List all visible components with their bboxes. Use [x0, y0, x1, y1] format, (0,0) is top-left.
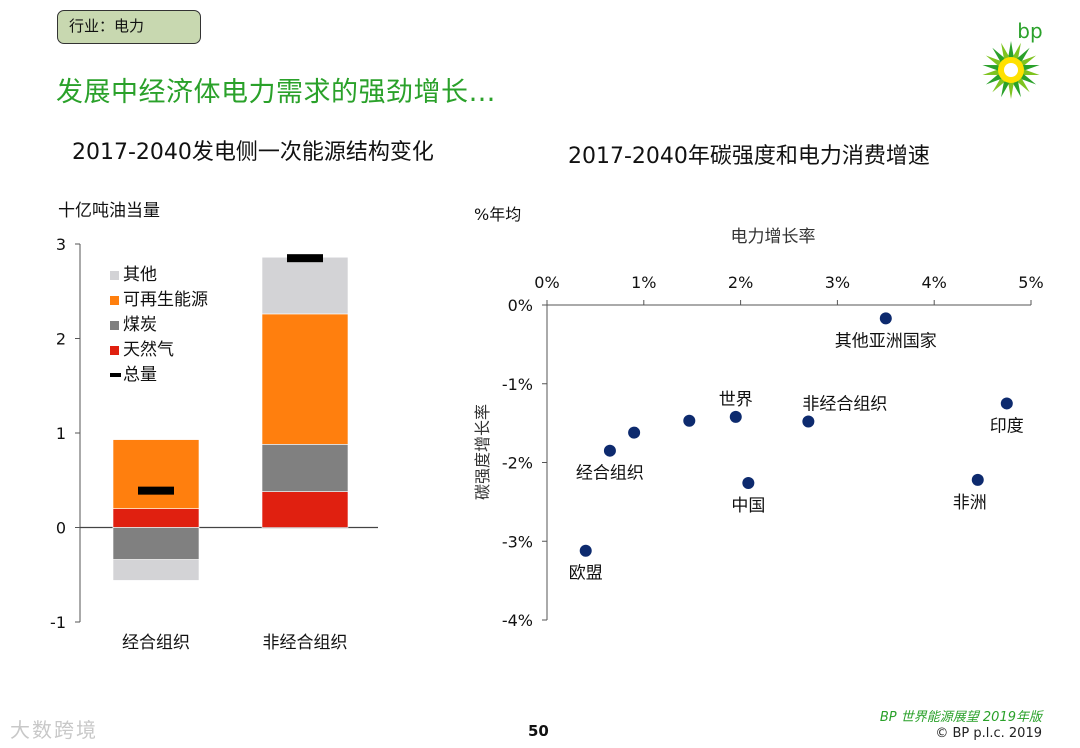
- scatter-point: [802, 415, 815, 428]
- page-number: 50: [528, 722, 549, 740]
- bar-segment-other: [261, 256, 349, 315]
- legend-label: 煤炭: [123, 315, 157, 335]
- scatter-point-label: 经合组织: [576, 464, 644, 484]
- bar-y-tick-label: 0: [56, 519, 66, 538]
- scatter-y-tick-label: -2%: [502, 454, 533, 473]
- scatter-chart-title: 2017-2040年碳强度和电力消费增速: [568, 144, 930, 169]
- bar-y-tick-label: 2: [56, 330, 66, 349]
- scatter-point-label: 中国: [731, 496, 765, 516]
- bar-y-tick-label: -1: [50, 613, 66, 632]
- scatter-point: [628, 426, 641, 439]
- logo-text: bp: [1017, 19, 1042, 43]
- scatter-x-tick-label: 1%: [631, 273, 656, 292]
- scatter-point-label: 非经合组织: [802, 395, 887, 415]
- scatter-point-label: 其他亚洲国家: [835, 331, 937, 351]
- scatter-y-tick-label: -3%: [502, 532, 533, 551]
- bar-segment-coal: [261, 444, 349, 492]
- bar-segment-renewables: [112, 439, 200, 509]
- legend-swatch-other: [110, 271, 119, 280]
- bar-segment-gas: [261, 491, 349, 528]
- legend-swatch-total: [110, 373, 121, 377]
- bar-total-marker: [287, 254, 323, 263]
- bar-ylabel: 十亿吨油当量: [58, 201, 160, 221]
- scatter-point: [603, 444, 616, 457]
- scatter-x-tick-label: 2%: [728, 273, 753, 292]
- industry-tag: 行业：电力: [57, 10, 201, 44]
- scatter-point: [1000, 397, 1013, 410]
- scatter-y-tick-label: -1%: [502, 375, 533, 394]
- source-note: BP 世界能源展望 2019年版: [879, 710, 1042, 725]
- scatter-point-label: 世界: [719, 390, 753, 410]
- scatter-x-tick-label: 0%: [534, 273, 559, 292]
- scatter-point: [729, 410, 742, 423]
- bar-segment-gas: [112, 508, 200, 528]
- bar-y-tick-label: 3: [56, 235, 66, 254]
- scatter-point-label: 非洲: [953, 493, 987, 513]
- scatter-ylabel: 碳强度增长率: [473, 404, 492, 500]
- legend-swatch-renewables: [110, 296, 119, 305]
- legend-label: 总量: [123, 365, 157, 385]
- watermark: 大数跨境: [10, 718, 98, 742]
- legend-swatch-coal: [110, 321, 119, 330]
- scatter-y-tick-label: 0%: [508, 296, 533, 315]
- scatter-point: [879, 312, 892, 325]
- bar-segment-renewables: [261, 313, 349, 445]
- scatter-chart: %年均 电力增长率 碳强度增长率 0% 1% 2% 3% 4% 5% 0% -1% -2% -3%…: [473, 205, 1044, 630]
- scatter-unit-label: %年均: [474, 205, 521, 224]
- legend-label: 可再生能源: [123, 290, 208, 310]
- scatter-point: [683, 414, 696, 427]
- scatter-xlabel: 电力增长率: [731, 227, 816, 247]
- legend-label: 其他: [123, 265, 157, 285]
- scatter-y-tick-label: -4%: [502, 611, 533, 630]
- legend-label: 天然气: [123, 340, 174, 360]
- bar-segment-coal: [112, 527, 200, 560]
- scatter-point-label: 印度: [990, 416, 1024, 436]
- scatter-x-tick-label: 5%: [1018, 273, 1043, 292]
- bar-category-label: 经合组织: [122, 633, 190, 653]
- logo-center: [1004, 63, 1018, 77]
- scatter-point: [579, 544, 592, 557]
- page-headline: 发展中经济体电力需求的强劲增长…: [56, 77, 496, 108]
- bar-y-tick-label: 1: [56, 424, 66, 443]
- scatter-point-label: 欧盟: [569, 564, 603, 584]
- scatter-point: [971, 473, 984, 486]
- scatter-x-tick-label: 3%: [825, 273, 850, 292]
- bar-chart-title: 2017-2040发电侧一次能源结构变化: [72, 140, 434, 165]
- copyright: © BP p.l.c. 2019: [935, 726, 1042, 741]
- bp-logo: bp: [982, 19, 1043, 99]
- legend-swatch-gas: [110, 346, 119, 355]
- bar-total-marker: [138, 486, 174, 495]
- scatter-x-tick-label: 4%: [922, 273, 947, 292]
- bar-segment-other: [112, 559, 200, 581]
- scatter-point: [742, 476, 755, 489]
- helios-icon: [982, 41, 1040, 99]
- bar-category-label: 非经合组织: [263, 633, 348, 653]
